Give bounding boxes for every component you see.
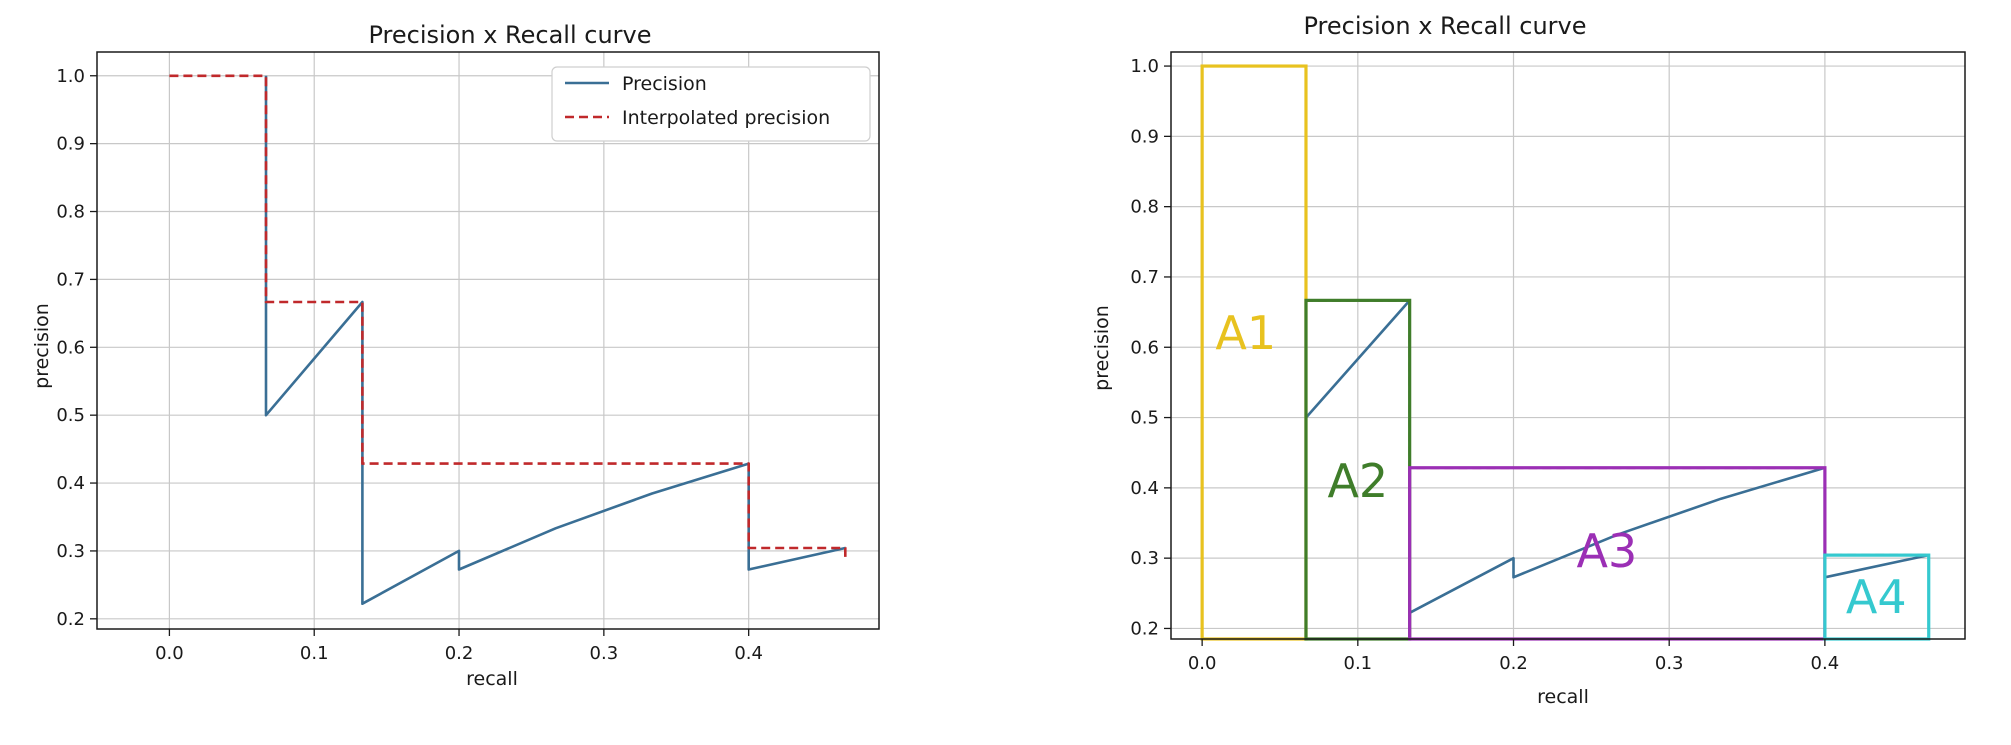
y-tick-label-right: 0.3	[1130, 548, 1159, 569]
y-axis-label-right: precision	[1091, 305, 1113, 391]
y-tick-label-left: 1.0	[56, 66, 85, 87]
y-tick-label-right: 0.6	[1130, 337, 1159, 358]
x-tick-label-left: 0.1	[300, 643, 329, 664]
region-a1-label: A1	[1215, 306, 1276, 360]
x-tick-label-left: 0.3	[590, 643, 619, 664]
x-tick-label-right: 0.3	[1655, 653, 1684, 674]
y-tick-label-left: 0.2	[56, 609, 85, 630]
region-a3-label: A3	[1577, 524, 1638, 578]
x-axis-label-left: recall	[466, 668, 518, 690]
y-tick-label-left: 0.4	[56, 473, 85, 494]
x-tick-label-right: 0.1	[1344, 653, 1373, 674]
y-tick-label-left: 0.5	[56, 405, 85, 426]
x-tick-label-left: 0.0	[155, 643, 184, 664]
x-tick-label-right: 0.2	[1499, 653, 1528, 674]
series-right	[1202, 64, 1929, 615]
interpolated-precision-line-left	[169, 74, 847, 558]
series-left	[169, 74, 847, 606]
y-tick-label-right: 0.5	[1130, 408, 1159, 429]
precision-line-left	[264, 75, 846, 606]
regions-right: A1 A2 A3 A4	[1200, 64, 1931, 641]
y-tick-label-right: 0.4	[1130, 478, 1159, 499]
legend-label-precision: Precision	[622, 73, 707, 95]
plot-frame-left	[96, 51, 880, 630]
chart-right: A1 A2 A3 A4 0.0 0.1 0.2 0.3 0.4 0.2 0.3 0.4 0.5 0.6…	[1091, 12, 1966, 708]
y-tick-label-right: 0.2	[1130, 618, 1159, 639]
x-tick-label-right: 0.0	[1188, 653, 1217, 674]
y-tick-label-right: 0.9	[1130, 126, 1159, 147]
interpolated-precision-line-right	[1202, 64, 1929, 557]
region-a4-label: A4	[1846, 570, 1907, 624]
grid-right	[1171, 52, 1965, 639]
x-tick-label-left: 0.4	[734, 643, 763, 664]
xticks-right: 0.0 0.1 0.2 0.3 0.4	[1188, 639, 1839, 674]
y-tick-label-left: 0.9	[56, 134, 85, 155]
y-tick-label-right: 0.8	[1130, 197, 1159, 218]
y-tick-label-left: 0.8	[56, 202, 85, 223]
legend: Precision Interpolated precision	[551, 66, 871, 142]
x-tick-label-left: 0.2	[445, 643, 474, 664]
legend-label-interpolated: Interpolated precision	[622, 107, 830, 129]
chart-title-left: Precision x Recall curve	[368, 21, 651, 49]
y-tick-label-left: 0.6	[56, 337, 85, 358]
yticks-right: 0.2 0.3 0.4 0.5 0.6 0.7 0.8 0.9 1.0	[1130, 56, 1171, 639]
y-tick-label-right: 1.0	[1130, 56, 1159, 77]
x-axis-label-right: recall	[1537, 686, 1589, 708]
y-tick-label-left: 0.3	[56, 541, 85, 562]
plot-frame-right	[1170, 51, 1966, 640]
y-tick-label-left: 0.7	[56, 269, 85, 290]
x-tick-label-right: 0.4	[1811, 653, 1840, 674]
chart-left: 0.0 0.1 0.2 0.3 0.4 0.2 0.3 0.4 0.5 0.6 0.7 0.8 0.9…	[31, 21, 880, 690]
y-tick-label-right: 0.7	[1130, 267, 1159, 288]
yticks-left: 0.2 0.3 0.4 0.5 0.6 0.7 0.8 0.9 1.0	[56, 66, 97, 630]
xticks-left: 0.0 0.1 0.2 0.3 0.4	[155, 629, 763, 664]
y-axis-label-left: precision	[31, 303, 53, 389]
chart-title-right: Precision x Recall curve	[1303, 12, 1586, 40]
region-a2-label: A2	[1327, 454, 1388, 508]
